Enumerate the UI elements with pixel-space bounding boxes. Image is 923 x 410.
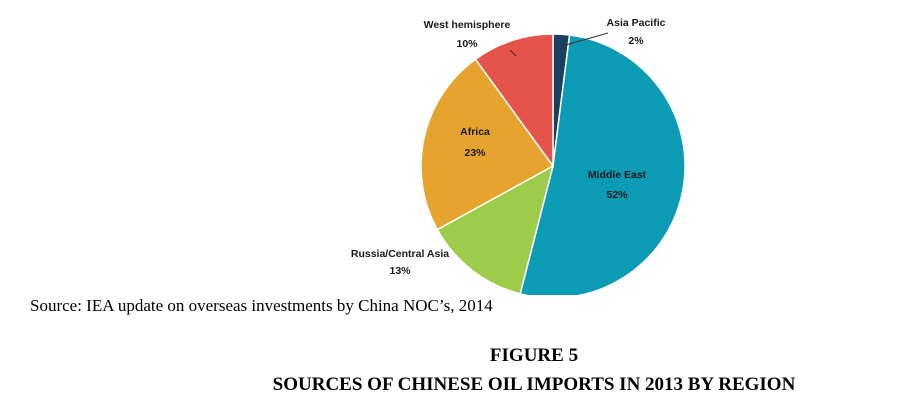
pie-slices xyxy=(420,33,686,295)
pie-slice-middle-east xyxy=(519,34,686,295)
leader-line-west-hemisphere xyxy=(509,49,517,57)
slice-label-russia-central-asia: Russia/Central Asia xyxy=(351,248,449,260)
leader-lines xyxy=(509,32,609,57)
slice-value-asia-pacific: 2% xyxy=(628,35,644,47)
slice-label-asia-pacific: Asia Pacific xyxy=(607,17,666,29)
slice-value-middle-east: 52% xyxy=(606,189,628,201)
leader-line-asia-pacific xyxy=(561,32,609,47)
slice-value-africa: 23% xyxy=(464,147,486,159)
pie-slice-west-hemisphere xyxy=(474,33,554,169)
slice-value-russia-central-asia: 13% xyxy=(389,265,411,277)
pie-slice-russia-central-asia xyxy=(436,164,555,295)
slice-value-west-hemisphere: 10% xyxy=(456,38,478,50)
figure-title: SOURCES OF CHINESE OIL IMPORTS IN 2013 B… xyxy=(272,374,796,395)
slice-label-middle-east: Middle East xyxy=(588,169,647,181)
pie-chart: Asia Pacific 2% Middle East 52% Russia/C… xyxy=(351,17,686,295)
slice-label-africa: Africa xyxy=(460,126,490,138)
pie-slice-africa xyxy=(420,58,555,231)
slice-labels: Asia Pacific 2% Middle East 52% Russia/C… xyxy=(351,17,666,277)
source-note: Source: IEA update on overseas investmen… xyxy=(30,296,493,315)
figure-number: FIGURE 5 xyxy=(489,345,579,366)
slice-label-west-hemisphere: West hemisphere xyxy=(424,19,511,31)
